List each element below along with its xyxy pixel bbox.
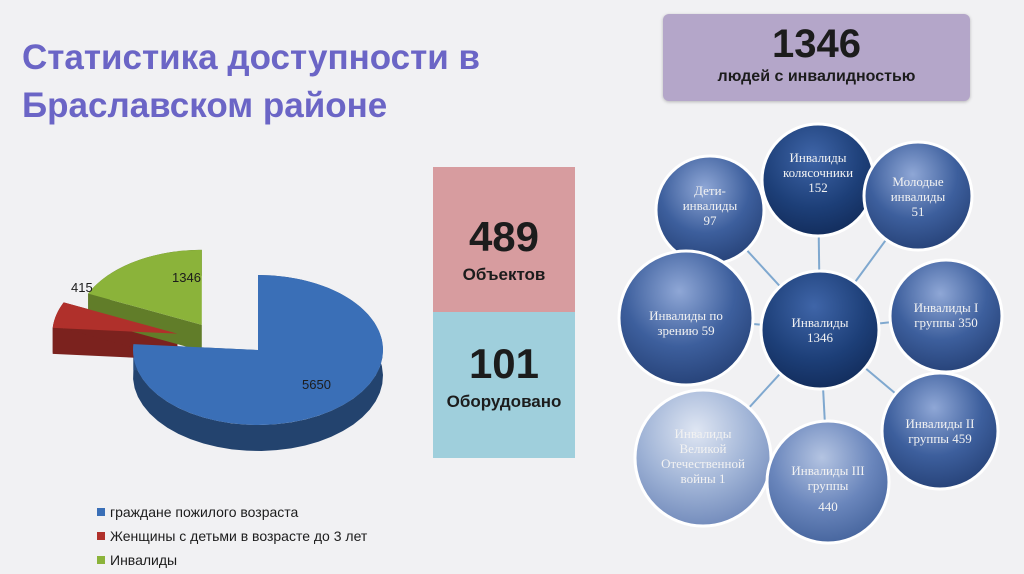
node-group1-text: Инвалиды I группы 350 [891,300,1001,330]
node-line: Молодые [892,174,944,189]
node-group3-text: Инвалиды III группы 440 [773,463,883,514]
node-line: Инвалиды III [791,463,865,478]
objects-box: 489 Объектов [433,167,575,312]
node-group2-text: Инвалиды II группы 459 [885,416,995,446]
pie-data-label-disabled: 1346 [172,270,201,285]
node-line: Инвалиды I [913,300,979,315]
node-line: инвалиды [890,189,946,204]
equipped-box: 101 Оборудовано [433,312,575,458]
center-bubble [759,269,881,391]
legend-swatch-blue [97,508,105,516]
node-line: 152 [808,180,828,195]
legend-label: Женщины с детьми в возрасте до 3 лет [110,528,368,544]
node-vision-text: Инвалиды по зрению 59 [631,308,741,338]
node-line: Великой [679,441,727,456]
node-line: группы 350 [914,315,978,330]
node-line: Инвалиды по [649,308,723,323]
node-wheelchair-text: Инвалиды колясочники 152 [763,150,873,195]
node-line: 440 [818,499,838,514]
center-title: Инвалиды [791,315,849,330]
total-disabled-box: 1346 людей с инвалидностью [663,14,970,101]
node-line: войны 1 [680,471,726,486]
node-line: Дети- [694,183,726,198]
legend-label: Инвалиды [110,552,178,568]
node-line: группы 459 [908,431,972,446]
pie-legend: граждане пожилого возраста Женщины с дет… [97,500,367,572]
equipped-label: Оборудовано [446,392,562,411]
equipped-value: 101 [468,340,540,387]
pie-data-label-women: 415 [71,280,93,295]
objects-value: 489 [468,213,540,260]
pie-slice-disabled [88,249,202,325]
objects-label: Объектов [462,265,546,284]
node-line: Инвалиды II [905,416,975,431]
node-line: Отечественной [661,456,745,471]
node-ww2-text: Инвалиды Великой Отечественной войны 1 [648,426,758,486]
node-line: группы [807,478,849,493]
node-line: зрению 59 [657,323,715,338]
node-group3-bubble [765,419,891,545]
legend-item: граждане пожилого возраста [97,500,367,524]
center-text: Инвалиды 1346 [765,315,875,345]
node-line: колясочники [782,165,854,180]
node-line: 51 [911,204,925,219]
total-disabled-label: людей с инвалидностью [717,68,916,85]
node-line: инвалиды [682,198,738,213]
pie-chart [52,249,384,451]
node-children-text: Дети- инвалиды 97 [655,183,765,228]
pie-slice-women [52,302,178,334]
page-title: Статистика доступности в Браславском рай… [22,38,481,125]
legend-label: граждане пожилого возраста [110,504,299,520]
node-young-bubble [862,140,974,252]
center-value: 1346 [807,330,833,345]
node-line: Инвалиды [674,426,732,441]
node-line: Инвалиды [789,150,847,165]
node-group2-bubble [880,371,1000,491]
legend-item: Женщины с детьми в возрасте до 3 лет [97,524,367,548]
pie-slice-elderly [133,275,384,425]
legend-swatch-green [97,556,105,564]
pie-data-label-elderly: 5650 [302,377,331,392]
legend-swatch-red [97,532,105,540]
node-vision-bubble [617,249,755,387]
legend-item: Инвалиды [97,548,367,572]
node-line: 97 [703,213,717,228]
total-disabled-value: 1346 [772,22,861,66]
node-young-text: Молодые инвалиды 51 [863,174,973,219]
